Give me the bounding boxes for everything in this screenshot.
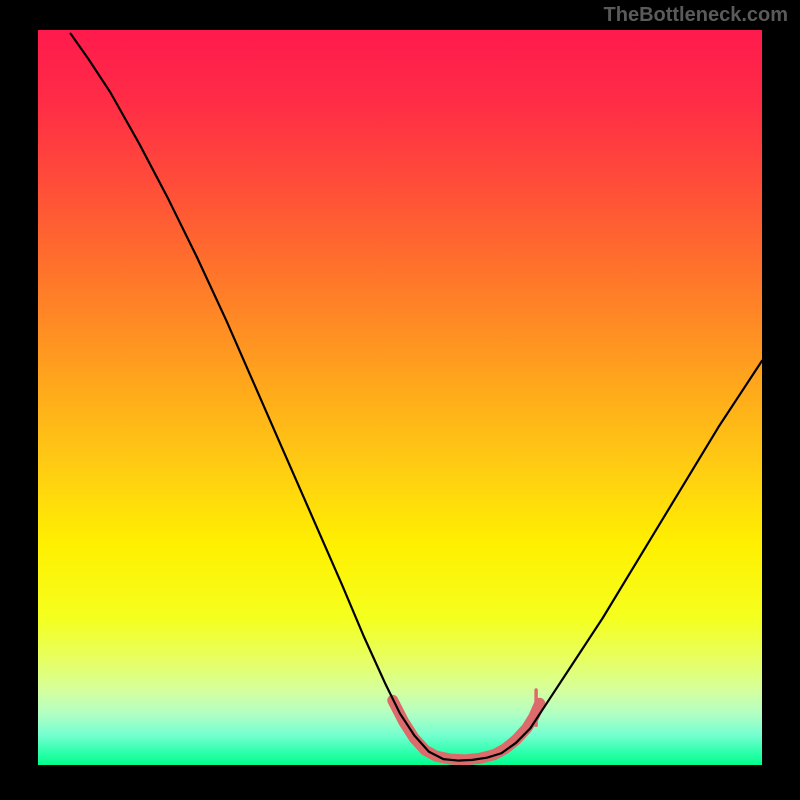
bottleneck-curve-line [71, 34, 762, 761]
plot-area [38, 30, 762, 765]
watermark-text: TheBottleneck.com [604, 4, 788, 27]
bottleneck-curve [38, 30, 762, 765]
chart-container: TheBottleneck.com [0, 0, 800, 800]
optimal-range-highlight [393, 700, 540, 760]
